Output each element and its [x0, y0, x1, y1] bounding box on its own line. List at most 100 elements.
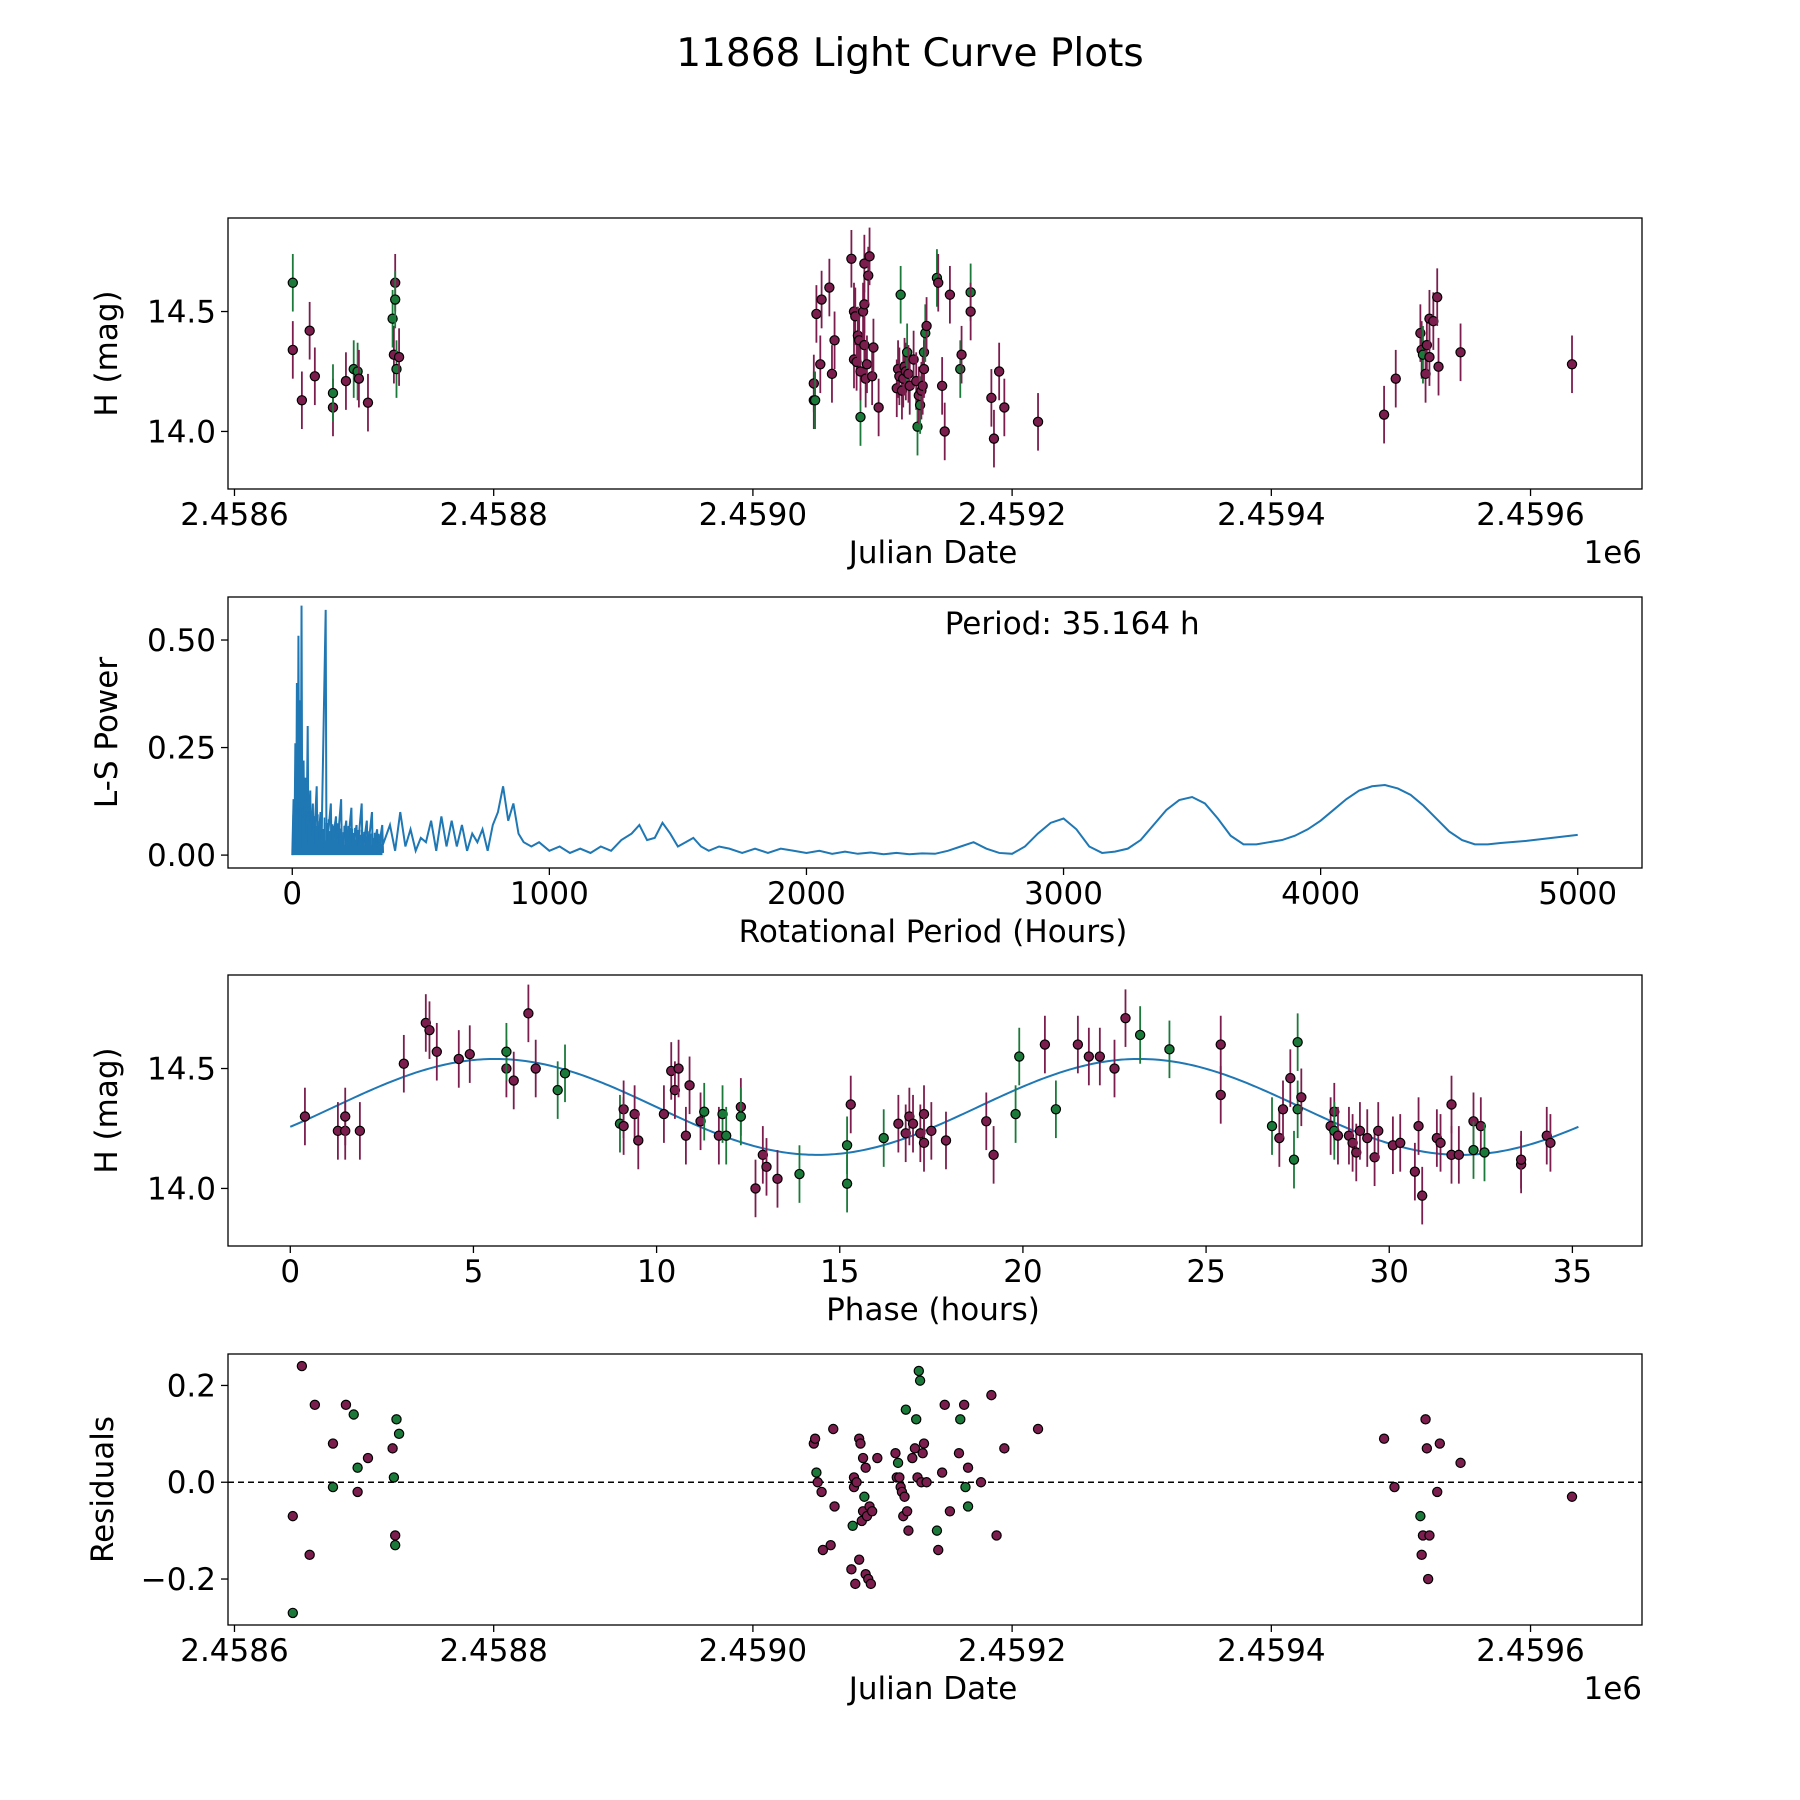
data-point: [918, 363, 930, 375]
data-point: [921, 1477, 932, 1488]
data-point: [940, 1135, 952, 1146]
data-point: [389, 1530, 401, 1541]
data-point: [1032, 1423, 1044, 1435]
x-tick-label: 10: [637, 1254, 676, 1290]
x-tick-label: 2.4588: [439, 497, 547, 533]
data-point: [761, 1161, 772, 1173]
data-point: [1120, 1012, 1131, 1024]
data-point: [1420, 1414, 1431, 1425]
data-point: [1032, 416, 1044, 428]
data-point: [388, 1472, 400, 1483]
data-point: [453, 1053, 464, 1065]
data-point: [855, 1438, 866, 1449]
data-point: [864, 251, 875, 262]
plot-area-phased: [289, 984, 1579, 1225]
data-point: [986, 1389, 997, 1401]
data-point: [1014, 1051, 1025, 1062]
data-point: [955, 1414, 966, 1425]
data-point: [991, 1530, 1002, 1541]
y-tick-label: 0.00: [147, 838, 216, 874]
data-point: [1215, 1089, 1226, 1101]
periodogram-forest: [291, 802, 383, 856]
x-tick-label: 2.4590: [699, 1633, 807, 1669]
data-point: [988, 1149, 999, 1161]
x-tick-label: 2.4586: [180, 1633, 288, 1669]
data-point: [845, 1099, 856, 1110]
x-offset-label: 1e6: [1583, 535, 1642, 571]
data-point: [999, 402, 1010, 413]
x-axis-label: Julian Date: [847, 535, 1018, 571]
data-point: [894, 1472, 905, 1483]
data-point: [850, 1578, 861, 1590]
data-point: [735, 1111, 747, 1122]
x-tick-label: 0: [282, 876, 302, 912]
x-tick-label: 4000: [1281, 876, 1360, 912]
data-point: [1134, 1029, 1146, 1041]
data-point: [633, 1135, 644, 1146]
data-point: [865, 1578, 877, 1590]
data-point: [1433, 361, 1444, 372]
data-point: [1545, 1137, 1556, 1149]
data-point: [1072, 1039, 1084, 1050]
data-point: [859, 1491, 870, 1502]
data-point: [962, 1462, 974, 1473]
x-tick-label: 15: [820, 1254, 859, 1290]
data-point: [1455, 1457, 1466, 1469]
data-point: [720, 1130, 732, 1141]
data-point: [658, 1108, 670, 1120]
data-point: [391, 1414, 402, 1425]
data-point: [1566, 1491, 1578, 1502]
data-point: [933, 277, 944, 288]
data-point: [944, 1506, 956, 1517]
data-point: [299, 1111, 311, 1122]
data-point: [829, 335, 840, 346]
panel-lightcurve: 2.4586 2.4588 2.4590 2.4592 2.4594 2.4596 14.0…: [89, 217, 1643, 571]
data-point: [956, 349, 967, 360]
data-point: [936, 380, 948, 392]
data-point: [1010, 1108, 1021, 1120]
data-point: [1424, 351, 1435, 363]
data-point: [828, 1423, 839, 1435]
data-point: [393, 351, 405, 363]
data-point: [809, 1433, 821, 1444]
x-tick-label: 5: [464, 1254, 484, 1290]
x-tick-label: 2.4596: [1476, 497, 1584, 533]
data-point: [975, 1477, 987, 1488]
y-axis-label: H (mag): [89, 1047, 125, 1173]
data-point: [939, 426, 950, 437]
data-point: [900, 1404, 912, 1415]
data-point: [893, 1118, 904, 1129]
x-offset-label: 1e6: [1583, 1671, 1642, 1707]
data-point: [921, 320, 932, 332]
data-point: [1453, 1149, 1465, 1161]
y-tick-label: 0.25: [147, 731, 216, 767]
x-tick-label: 0: [280, 1254, 300, 1290]
data-point: [1039, 1039, 1051, 1050]
data-point: [917, 380, 928, 392]
data-point: [939, 1399, 950, 1411]
data-point: [901, 347, 913, 358]
data-point: [860, 1462, 871, 1473]
data-point: [853, 1554, 865, 1565]
data-point: [1094, 1051, 1106, 1062]
data-point: [1296, 1092, 1307, 1103]
panel-periodogram: 0 1000 2000 3000 4000 5000 0.00 0.25 0.50 Rotatio…: [89, 596, 1643, 950]
data-point: [1424, 1530, 1435, 1541]
data-point: [1378, 409, 1390, 420]
data-point: [680, 1130, 692, 1141]
data-point: [829, 1501, 840, 1512]
data-point: [1378, 1433, 1390, 1444]
data-point: [1354, 1125, 1366, 1137]
data-point: [362, 1452, 374, 1464]
data-point: [1416, 1549, 1427, 1561]
data-point: [841, 1140, 853, 1151]
y-axis-label: L-S Power: [89, 657, 125, 808]
data-point: [909, 1443, 921, 1454]
x-tick-label: 2.4594: [1217, 497, 1325, 533]
data-point: [993, 366, 1005, 377]
x-tick-label: 2.4586: [180, 497, 288, 533]
data-point: [1395, 1137, 1406, 1149]
data-point: [340, 375, 352, 387]
data-point: [944, 289, 956, 300]
data-point: [1332, 1130, 1344, 1141]
